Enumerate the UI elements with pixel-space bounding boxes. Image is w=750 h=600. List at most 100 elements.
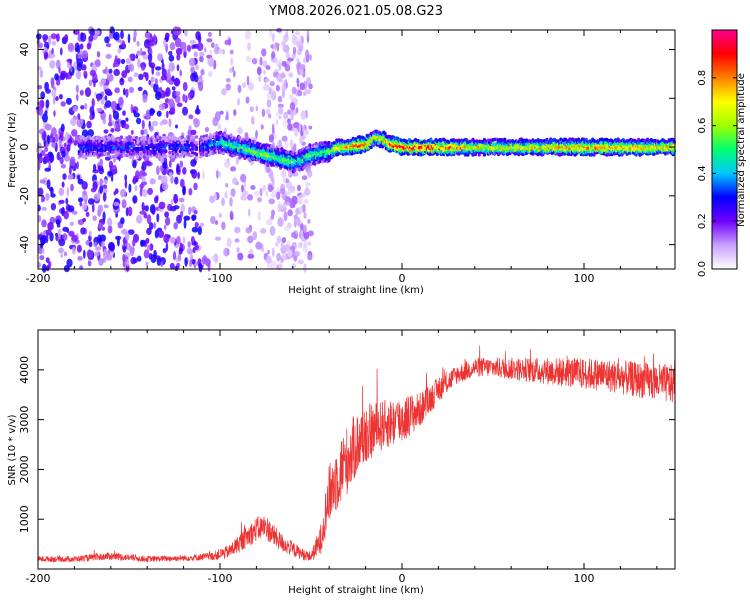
spectrogram-noise-dot (153, 33, 157, 44)
spectrogram-noise-dot (174, 196, 179, 203)
spectrogram-y-ticks: -40 -20 0 20 40 (18, 43, 675, 254)
spectrogram-noise-dot (278, 62, 282, 71)
spectrogram-noise-dot (136, 255, 142, 262)
spectrogram-ridge-cell (107, 141, 111, 145)
spectrogram-noise-dot (88, 241, 93, 248)
spectrogram-noise-dot (139, 188, 143, 197)
spectrogram-noise-dot (41, 263, 47, 273)
spectrogram-noise-dot (188, 188, 193, 196)
spectrogram-x-tick-label: 100 (574, 272, 595, 285)
spectrogram-noise-dot (97, 222, 104, 229)
spectrogram-ridge-cell (128, 152, 132, 156)
spectrogram-noise-dot (275, 119, 279, 125)
spectrogram-noise-dot (72, 105, 79, 112)
spectrogram-noise-dot (166, 110, 169, 119)
spectrogram-ridge-cell (168, 150, 172, 155)
spectrogram-noise-dot (179, 178, 185, 188)
spectrogram-ridge-cell (136, 138, 140, 142)
spectrogram-noise-dot (183, 219, 187, 229)
spectrogram-noise-dot (66, 258, 73, 268)
snr-x-tick-label: 100 (574, 572, 595, 585)
spectrogram-noise-dot (282, 119, 288, 128)
spectrogram-noise-dot (287, 109, 292, 115)
colorbar-tick-label: 0.8 (697, 70, 708, 86)
spectrogram-noise-dot (120, 30, 124, 40)
spectrogram-noise-dot (79, 43, 84, 50)
spectrogram-noise-dot (172, 26, 180, 36)
spectrogram-ridge-cell (132, 146, 136, 151)
spectrogram-noise-dot (44, 167, 51, 172)
spectrogram-noise-dot (114, 87, 120, 94)
spectrogram-noise-dot (275, 111, 280, 117)
spectrogram-noise-dot (303, 224, 307, 234)
spectrogram-noise-dot (67, 133, 71, 138)
spectrogram-noise-dot (107, 90, 112, 96)
spectrogram-ridge-cell (128, 138, 132, 143)
spectrogram-noise-dot (226, 237, 232, 248)
spectrogram-noise-dot (105, 43, 112, 48)
spectrogram-noise-dot (294, 128, 299, 137)
spectrogram-noise-dot (84, 87, 92, 98)
spectrogram-noise-dot (272, 43, 277, 50)
spectrogram-noise-dot (87, 250, 94, 259)
spectrogram-ridge-cell (128, 148, 132, 153)
spectrogram-noise-dot (255, 105, 259, 112)
spectrogram-noise-dot (142, 93, 148, 103)
spectrogram-noise-dot (149, 33, 153, 43)
spectrogram-noise-dot (295, 31, 300, 36)
spectrogram-noise-dot (237, 84, 242, 93)
spectrogram-ridge-cell (194, 145, 199, 150)
spectrogram-noise-dot (287, 123, 293, 131)
spectrogram-noise-dot (43, 137, 46, 148)
spectrogram-noise-dot (58, 187, 65, 196)
spectrogram-x-tick-label: 0 (399, 272, 406, 285)
spectrogram-noise-dot (149, 125, 154, 132)
spectrogram-noise-dot (259, 187, 263, 197)
spectrogram-noise-dot (141, 172, 148, 177)
spectrogram-noise-dot (86, 120, 92, 129)
spectrogram-noise-dot (182, 167, 187, 175)
spectrogram-noise-dot (37, 161, 41, 171)
colorbar-ticks: 0.0 0.2 0.4 0.6 0.8 (697, 70, 737, 277)
spectrogram-ridge-cell (142, 155, 146, 159)
spectrogram-noise-dot (58, 199, 65, 204)
spectrogram-noise-dot (196, 42, 204, 51)
spectrogram-noise-dot (285, 51, 290, 59)
spectrogram-noise-dot (191, 169, 198, 179)
spectrogram-noise-dot (161, 175, 168, 185)
spectrogram-noise-dot (130, 104, 133, 114)
spectrogram-noise-dot (143, 206, 146, 211)
spectrogram-noise-dot (169, 107, 176, 115)
spectrogram-frame (37, 29, 676, 270)
spectrogram-noise-dot (39, 255, 45, 261)
spectrogram-ridge-cell (164, 138, 168, 143)
spectrogram-noise-dot (198, 81, 204, 92)
spectrogram-noise-dot (289, 200, 295, 209)
spectrogram-ridge-cell (194, 140, 199, 145)
spectrogram-noise-dot (229, 197, 233, 207)
spectrogram-ridge-cell (128, 135, 132, 139)
spectrogram-noise-dot (155, 91, 162, 100)
spectrogram-noise-dot (41, 234, 47, 245)
spectrogram-noise-dot (257, 211, 261, 221)
spectrogram-noise-dot (151, 206, 156, 215)
spectrogram-ridge-cell (100, 136, 104, 141)
spectrogram-ridge-cell (107, 151, 111, 156)
spectrogram-noise-dot (259, 228, 267, 234)
spectrogram-noise-dot (104, 156, 111, 161)
spectrogram-noise-dot (211, 255, 216, 261)
spectrogram-noise-dot (67, 205, 75, 212)
spectrogram-noise-dot (187, 44, 192, 53)
spectrogram-noise-dot (143, 249, 150, 259)
spectrogram-ridge-cell (142, 149, 146, 153)
spectrogram-noise-dot (160, 74, 168, 81)
spectrogram-noise-dot (194, 244, 199, 250)
spectrogram-noise-dot (43, 51, 48, 61)
spectrogram-noise-dot (114, 55, 118, 66)
spectrogram-noise-dot (89, 69, 96, 77)
spectrogram-noise-dot (84, 198, 87, 205)
spectrogram-noise-dot (281, 237, 287, 244)
spectrogram-ridge-cell (112, 146, 116, 150)
spectrogram-noise-dot (54, 73, 59, 81)
spectrogram-noise-dot (271, 51, 276, 60)
